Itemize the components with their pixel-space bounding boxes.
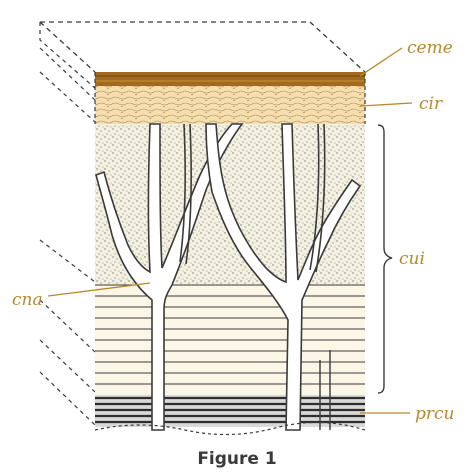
block-front-edges: [94, 72, 366, 436]
ceme-layer: [95, 72, 365, 86]
banded-layer: [95, 284, 365, 395]
block-left-face: [39, 22, 96, 426]
label-prcu: prcu: [415, 404, 454, 424]
leader-lines: [47, 47, 413, 414]
tree-right: [205, 123, 362, 431]
tree-left: [95, 123, 244, 431]
prcu-layer: [95, 395, 365, 427]
cui-brace: [377, 124, 393, 394]
label-cna: cna: [12, 290, 43, 310]
block-top-face: [39, 21, 366, 73]
label-cir: cir: [419, 94, 443, 114]
label-ceme: ceme: [407, 38, 453, 58]
figure-caption: Figure 1: [197, 449, 276, 469]
cir-layer: [95, 86, 365, 124]
label-cui: cui: [399, 249, 425, 269]
